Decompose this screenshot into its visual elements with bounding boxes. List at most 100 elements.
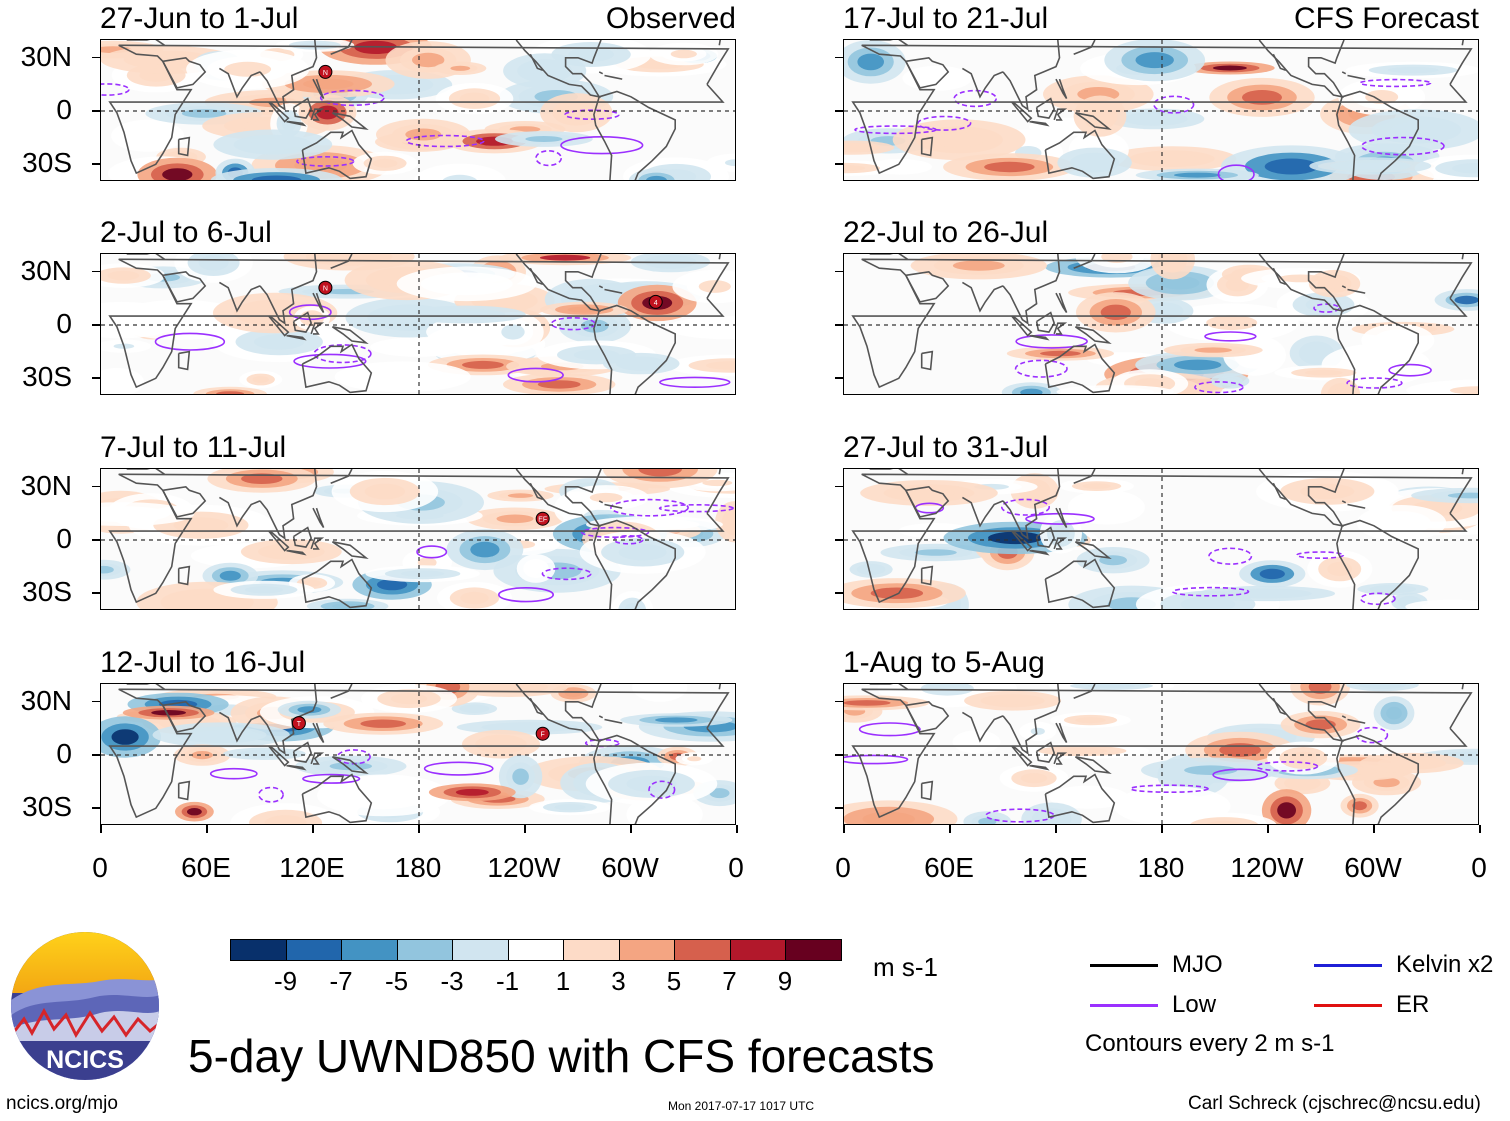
coastline bbox=[515, 40, 602, 98]
wind-anomaly-cell bbox=[501, 324, 525, 340]
coastline bbox=[331, 541, 369, 559]
wind-anomaly-cell bbox=[650, 807, 680, 822]
wind-anomaly-cell bbox=[216, 391, 245, 394]
coastline bbox=[1055, 507, 1068, 529]
colorbar-swatch bbox=[729, 939, 786, 961]
coastline bbox=[961, 281, 1004, 313]
coastline bbox=[1029, 549, 1050, 556]
coastline bbox=[268, 530, 290, 552]
wind-anomaly-cell bbox=[501, 724, 558, 730]
low-contour bbox=[564, 109, 620, 120]
footer-url[interactable]: ncics.org/mjo bbox=[6, 1093, 118, 1114]
tropical-storm-icon: F bbox=[535, 726, 550, 741]
lat-tick-label: 0 bbox=[56, 738, 72, 769]
coastline bbox=[869, 469, 1465, 475]
lat-tick-mark bbox=[92, 163, 100, 165]
coastline bbox=[598, 90, 677, 180]
storm-label: F bbox=[541, 732, 545, 739]
coastline bbox=[268, 315, 290, 337]
coastline bbox=[905, 700, 950, 733]
colorbar-tick-label: 1 bbox=[555, 966, 571, 996]
wind-anomaly-cell bbox=[1368, 684, 1397, 688]
coastline bbox=[301, 558, 373, 609]
lat-tick-mark bbox=[92, 485, 100, 488]
wind-anomaly-cell bbox=[1174, 359, 1222, 371]
panel-title: 2-Jul to 6-Jul bbox=[100, 216, 272, 249]
wind-anomaly-cell bbox=[507, 493, 534, 498]
coastline bbox=[268, 745, 290, 767]
colorbar-tick-label: -9 bbox=[273, 966, 298, 996]
wind-anomaly-cell bbox=[224, 61, 272, 77]
lon-tick-mark bbox=[206, 825, 208, 833]
lon-tick-label: 60E bbox=[181, 852, 231, 883]
coastline bbox=[1055, 722, 1068, 744]
wind-anomaly-cell bbox=[390, 693, 428, 705]
coastline bbox=[1011, 315, 1033, 337]
wind-anomaly-cell bbox=[1082, 483, 1111, 489]
wind-anomaly-cell bbox=[1212, 65, 1247, 71]
lon-tick-mark bbox=[949, 825, 951, 833]
coastline bbox=[905, 56, 950, 89]
forecast-map-panel bbox=[843, 683, 1479, 825]
wind-anomaly-cell bbox=[994, 696, 1031, 705]
coastline bbox=[1272, 267, 1286, 285]
low-contour bbox=[648, 780, 676, 799]
coastline bbox=[920, 780, 934, 801]
wind-anomaly-cell bbox=[364, 483, 406, 500]
coastline bbox=[1336, 525, 1356, 609]
lat-tick-mark bbox=[835, 807, 843, 809]
wind-anomaly-cell bbox=[187, 808, 202, 816]
wind-anomaly-cell bbox=[465, 706, 483, 712]
coastline bbox=[1029, 764, 1050, 771]
low-contour bbox=[844, 754, 909, 765]
storm-label: T bbox=[297, 721, 302, 728]
wind-anomaly-cell bbox=[1452, 163, 1478, 174]
coastline bbox=[1074, 756, 1112, 774]
coastline bbox=[1073, 684, 1096, 699]
wind-anomaly-cell bbox=[281, 115, 297, 132]
wind-anomaly-cell bbox=[1390, 122, 1443, 138]
low-contour bbox=[1129, 784, 1209, 793]
wind-anomaly-cell bbox=[316, 105, 339, 120]
colorbar-swatch bbox=[230, 939, 287, 961]
low-contour bbox=[659, 376, 731, 389]
wind-anomaly-cell bbox=[1277, 802, 1296, 819]
wind-anomaly-cell bbox=[727, 513, 735, 530]
forecast-map-panel bbox=[843, 39, 1479, 181]
wind-anomaly-cell bbox=[251, 305, 299, 321]
lat-tick-label: 30N bbox=[20, 469, 72, 501]
wind-anomaly-cell bbox=[537, 380, 581, 389]
wind-anomaly-cell bbox=[1387, 67, 1439, 74]
lon-tick-label: 60W bbox=[1344, 852, 1402, 883]
wind-anomaly-cell bbox=[303, 579, 321, 587]
lat-tick-label: 30N bbox=[20, 40, 72, 72]
storm-label: N bbox=[323, 70, 328, 77]
panel-title: 27-Jun to 1-Jul bbox=[100, 2, 299, 35]
colorbar-tick-label: -3 bbox=[440, 966, 464, 996]
wind-anomaly-cell bbox=[251, 175, 302, 180]
colorbar-swatch bbox=[674, 939, 731, 961]
wind-anomaly-cell bbox=[106, 376, 128, 388]
wind-anomaly-cell bbox=[1365, 90, 1399, 104]
coastline bbox=[1073, 254, 1096, 269]
panel-title: 7-Jul to 11-Jul bbox=[100, 431, 287, 464]
wind-anomaly-cell bbox=[1087, 684, 1136, 689]
lat-tick-mark bbox=[92, 592, 100, 594]
wind-anomaly-cell bbox=[626, 775, 677, 792]
wind-anomaly-cell bbox=[1242, 90, 1282, 105]
lat-tick-mark bbox=[835, 592, 843, 594]
wind-anomaly-cell bbox=[101, 509, 150, 519]
lat-tick-mark bbox=[92, 539, 100, 541]
coastline bbox=[1002, 254, 1061, 325]
lat-tick-label: 0 bbox=[56, 523, 72, 554]
wind-anomaly-cell bbox=[462, 360, 504, 369]
lon-tick-mark bbox=[630, 825, 632, 833]
wind-anomaly-field bbox=[844, 40, 1478, 180]
coastline bbox=[515, 469, 602, 527]
wind-anomaly-cell bbox=[709, 788, 730, 799]
tropical-storm-icon: T bbox=[291, 716, 306, 731]
wind-anomaly-cell bbox=[133, 129, 162, 142]
coastline bbox=[1074, 541, 1112, 559]
low-contour bbox=[1255, 761, 1319, 772]
coastline bbox=[292, 311, 313, 333]
